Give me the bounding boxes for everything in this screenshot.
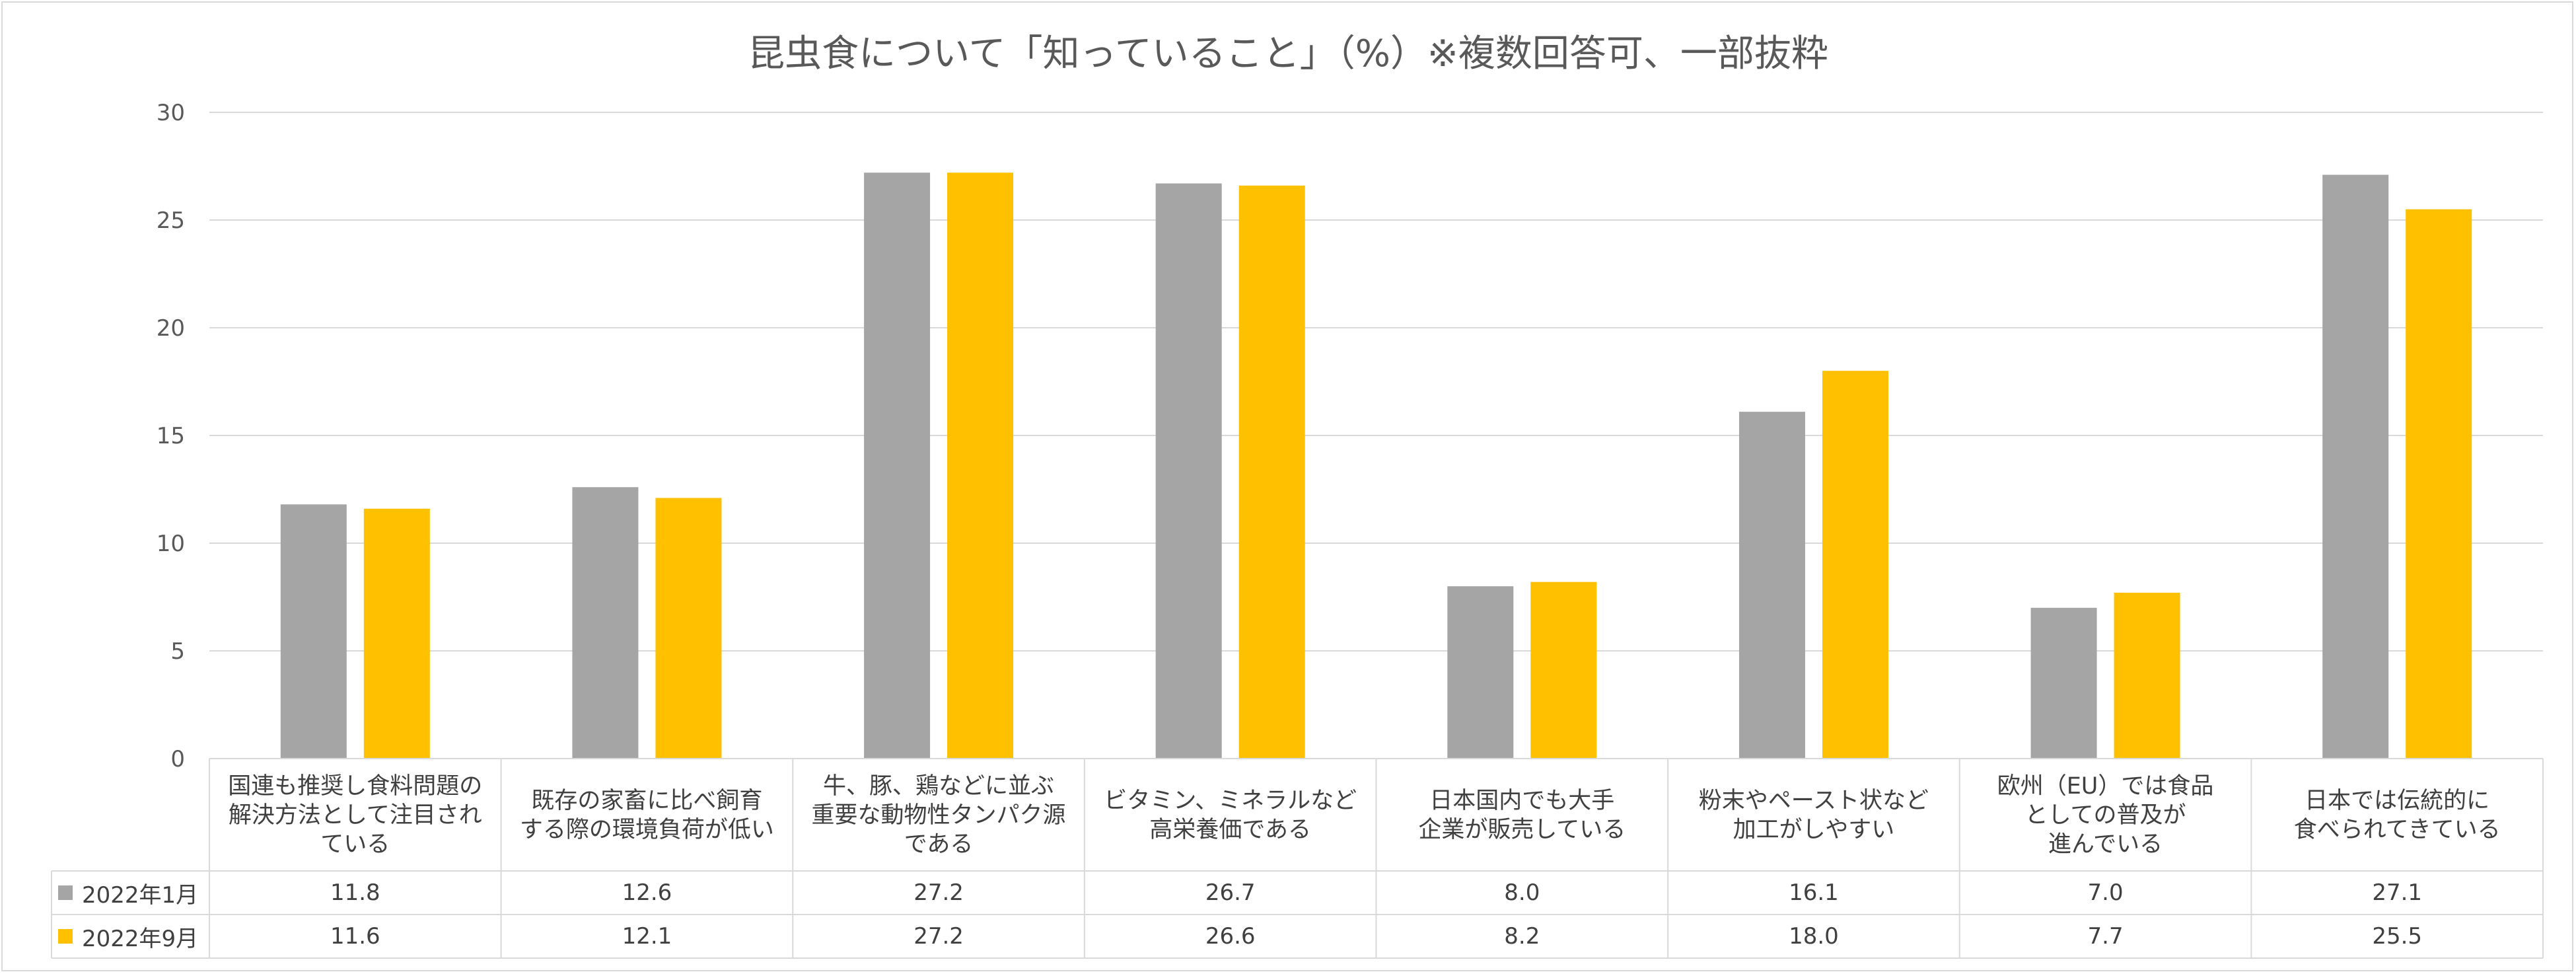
bar-sep [1238, 185, 1305, 759]
data-label: 11.6 [330, 923, 380, 950]
y-tick-label: 20 [157, 315, 185, 342]
data-label: 18.0 [1789, 923, 1839, 950]
bar-jan [572, 487, 639, 759]
category-label: 粉末やペースト状など 加工がしやすい [1698, 788, 1929, 843]
category-label: 牛、豚、鶏などに並ぶ 重要な動物性タンパク源 である [811, 773, 1066, 858]
bar-sep [363, 508, 430, 759]
bar-sep [655, 498, 722, 759]
category-label: ビタミン、ミネラルなど 高栄養価である [1104, 788, 1357, 843]
y-tick-label: 10 [157, 531, 185, 557]
bar-sep [2114, 592, 2180, 759]
data-label: 11.8 [330, 880, 380, 906]
category-label: 欧州（EU）では食品 としての普及が 進んでいる [1997, 773, 2214, 858]
legend-swatch [58, 929, 73, 944]
bar-jan [2322, 174, 2389, 759]
bar-jan [1155, 183, 1222, 759]
y-tick-label: 15 [157, 423, 185, 449]
data-label: 27.2 [913, 880, 964, 906]
data-label: 16.1 [1789, 880, 1839, 906]
category-label: 国連も推奨し食料問題の 解決方法として注目され ている [228, 773, 483, 858]
bar-jan [1447, 586, 1514, 759]
bar-jan [2030, 607, 2097, 759]
y-tick-label: 0 [170, 746, 185, 772]
legend-swatch [58, 885, 73, 900]
data-label: 27.1 [2372, 880, 2423, 906]
data-label: 26.7 [1205, 880, 1256, 906]
y-tick-label: 5 [170, 638, 185, 665]
data-label: 25.5 [2372, 923, 2423, 950]
data-label: 7.7 [2087, 923, 2124, 950]
legend-label: 2022年9月 [82, 925, 199, 952]
y-tick-label: 25 [157, 207, 185, 234]
chart-title: 昆虫食について「知っていること」（%）※複数回答可、一部抜粋 [748, 32, 1828, 75]
category-label: 日本では伝統的に 食べられてきている [2293, 788, 2501, 843]
bar-sep [2406, 209, 2472, 759]
data-label: 8.2 [1504, 923, 1540, 950]
data-label: 8.0 [1504, 880, 1540, 906]
legend-entry: 2022年1月 [58, 871, 198, 915]
data-label: 7.0 [2087, 880, 2124, 906]
data-label: 12.1 [622, 923, 672, 950]
bar-sep [1530, 581, 1597, 759]
bar-sep [1822, 371, 1888, 759]
bar-jan [864, 172, 931, 759]
category-label: 既存の家畜に比べ飼育 する際の環境負荷が低い [519, 788, 774, 843]
category-label: 日本国内でも大手 企業が販売している [1418, 788, 1626, 843]
y-tick-label: 30 [157, 100, 185, 126]
legend-entry: 2022年9月 [58, 915, 198, 958]
bar-jan [1738, 412, 1805, 759]
data-label: 27.2 [913, 923, 964, 950]
data-label: 12.6 [622, 880, 672, 906]
data-label: 26.6 [1205, 923, 1256, 950]
legend-label: 2022年1月 [82, 881, 199, 909]
bar-jan [280, 504, 347, 759]
bar-sep [947, 172, 1014, 759]
